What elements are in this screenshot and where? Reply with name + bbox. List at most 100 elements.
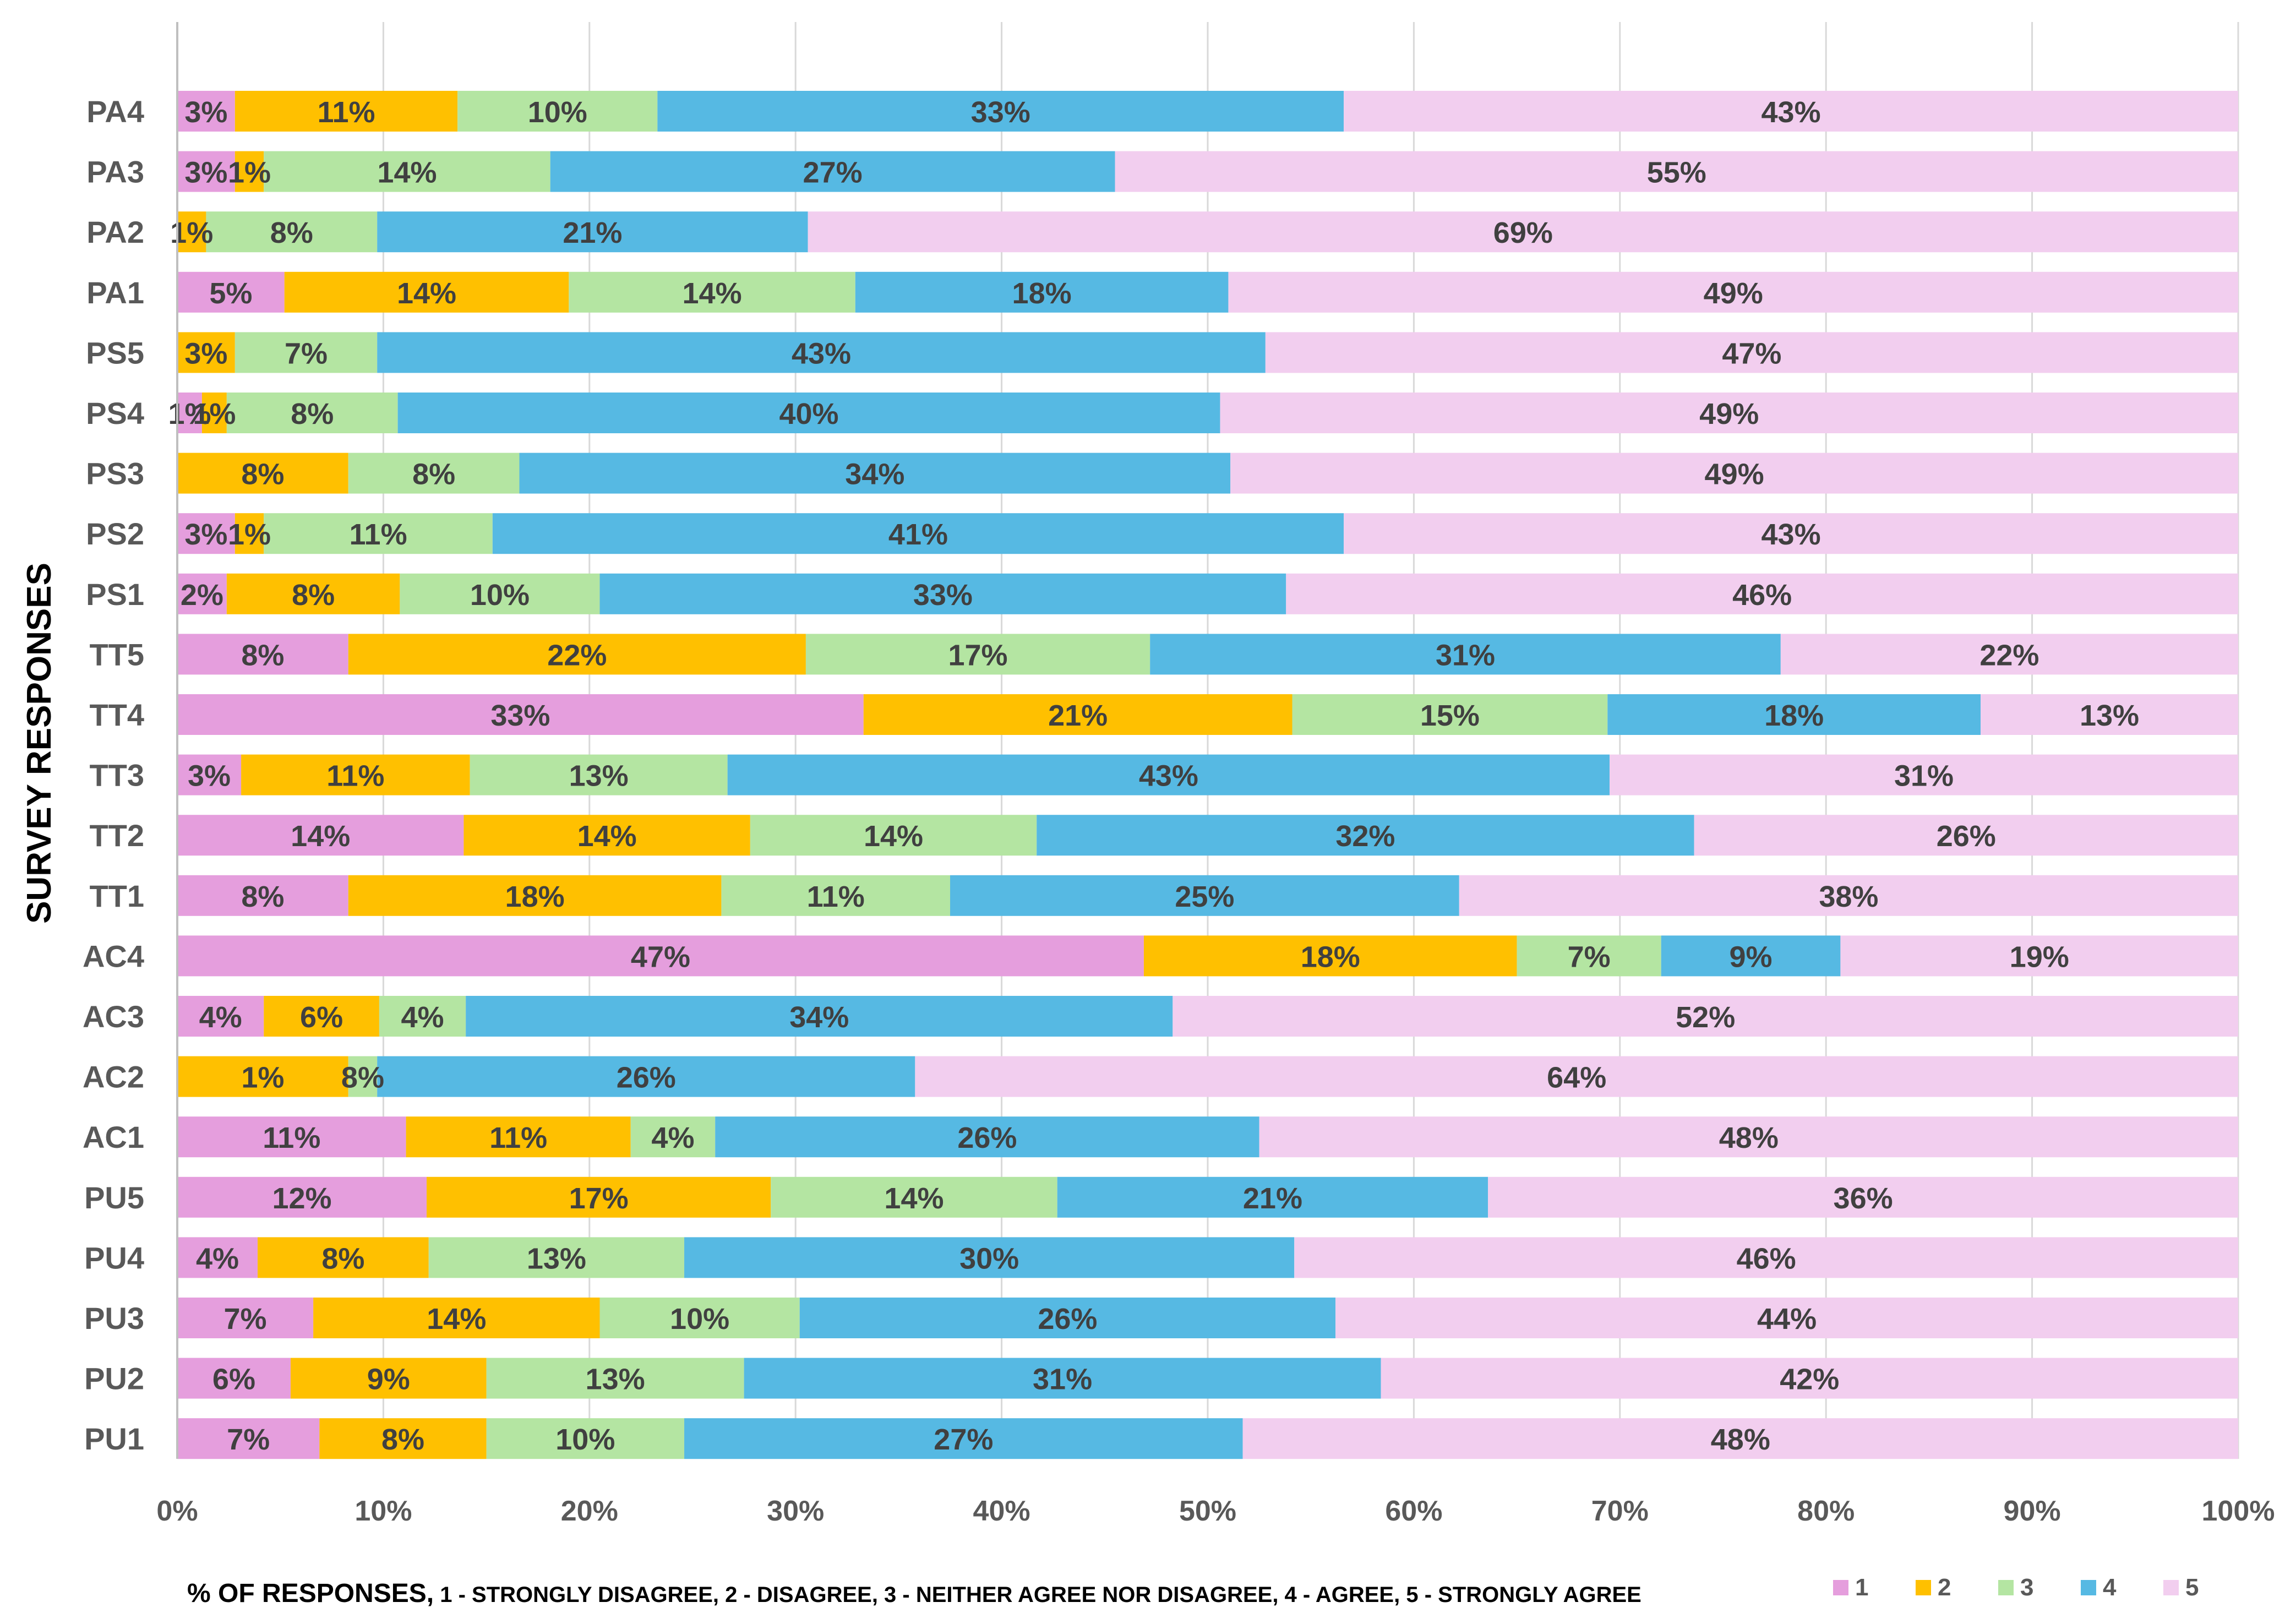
data-label: 22% [1979, 639, 2039, 672]
data-label: 49% [1704, 277, 1763, 310]
data-label: 8% [381, 1423, 424, 1456]
data-label: 18% [1301, 940, 1360, 973]
data-label: 12% [272, 1182, 331, 1215]
bar-segment [206, 211, 378, 253]
data-label: 4% [199, 1001, 242, 1034]
data-label: 21% [1243, 1182, 1302, 1215]
data-labels: 3% 11% 10% 33% 43%3% 1% 14% 27% 55%1% 8% 21% 69%5% 1… [168, 96, 2139, 1456]
data-label: 3% [188, 760, 231, 793]
data-label: 64% [1547, 1061, 1606, 1094]
data-label: 8% [341, 1061, 384, 1094]
data-label: 4% [401, 1001, 444, 1034]
bar-segment [427, 1176, 771, 1218]
bar-segment [177, 1418, 320, 1459]
category-label: PS5 [86, 335, 144, 370]
data-label: 8% [291, 397, 334, 430]
data-label: 11% [326, 760, 384, 793]
x-tick-label: 40% [973, 1495, 1030, 1527]
data-label: 27% [803, 156, 863, 189]
data-label: 11% [349, 518, 407, 551]
data-label: 36% [1834, 1182, 1893, 1215]
bar-segment [463, 815, 750, 856]
bar-segment [1344, 513, 2238, 554]
data-label: 30% [959, 1242, 1019, 1275]
bar-segment [348, 453, 520, 494]
bar-segment [226, 573, 400, 614]
bar-segment [1220, 393, 2238, 433]
data-label: 13% [586, 1363, 645, 1396]
data-label: 19% [2010, 940, 2069, 973]
bar-segment [1115, 151, 2238, 192]
bar-segment [1057, 1176, 1488, 1218]
data-label: 32% [1335, 820, 1395, 853]
data-label: 8% [241, 458, 284, 491]
data-label: 13% [2080, 699, 2139, 732]
bar-segment [1381, 1358, 2238, 1399]
x-tick-label: 70% [1591, 1495, 1649, 1527]
data-label: 10% [528, 96, 587, 129]
data-label: 8% [270, 216, 313, 249]
data-label: 3% [184, 337, 227, 370]
gridlines [382, 22, 2239, 1459]
bar-segment [226, 393, 398, 433]
category-label: PA1 [86, 275, 144, 310]
data-label: 26% [1038, 1303, 1097, 1336]
data-label: 6% [300, 1001, 343, 1034]
x-axis-title-main: % OF RESPONSES, [187, 1579, 434, 1608]
data-label: 47% [1722, 337, 1781, 370]
category-label: AC2 [83, 1060, 144, 1094]
bar-segment [1286, 573, 2238, 614]
bar-segment [771, 1176, 1057, 1218]
bar-segment [808, 211, 2238, 253]
bar-segment [348, 875, 722, 916]
x-tick-label: 60% [1385, 1495, 1442, 1527]
bar-segment [855, 271, 1229, 313]
bar-segment [348, 1056, 378, 1097]
x-tick-label: 10% [355, 1495, 412, 1527]
data-label: 10% [555, 1423, 615, 1456]
data-label: 10% [470, 579, 530, 612]
bar-segment [313, 1298, 600, 1338]
bar-segment [177, 332, 235, 373]
bar-segment [177, 513, 235, 554]
legend-entry: 1 [1855, 1574, 1868, 1601]
category-label: PS4 [86, 396, 144, 430]
bar-segment [177, 271, 285, 313]
bar-segment [1981, 694, 2238, 735]
bar-segment [177, 453, 348, 494]
legend-swatch [1833, 1580, 1848, 1595]
legend-swatch [1916, 1580, 1931, 1595]
data-label: 31% [1436, 639, 1495, 672]
data-label: 21% [1048, 699, 1108, 732]
bar-segment [290, 1358, 487, 1399]
data-label: 11% [807, 880, 865, 913]
bars [177, 91, 2238, 1459]
data-label: 46% [1737, 1242, 1796, 1275]
bar-segment [1694, 815, 2238, 856]
data-label: 40% [779, 397, 838, 430]
bar-segment [234, 332, 378, 373]
legend: 1 2 3 4 5 [1833, 1574, 2199, 1601]
data-label: 1% [228, 518, 271, 551]
data-label: 48% [1719, 1121, 1779, 1154]
bar-segment [177, 935, 1144, 977]
bar-segment [397, 393, 1220, 433]
bar-segment [377, 1056, 915, 1097]
data-label: 8% [321, 1242, 364, 1275]
bar-segment [177, 1116, 406, 1158]
bar-segment [348, 634, 806, 675]
data-label: 14% [427, 1303, 486, 1336]
y-axis-title: SURVEY RESPONSES [20, 563, 58, 924]
bar-segment [1265, 332, 2238, 373]
data-label: 9% [367, 1363, 410, 1396]
legend-swatch [1998, 1580, 2014, 1595]
category-label: TT1 [89, 879, 144, 913]
bar-segment [284, 271, 569, 313]
x-tick-label: 20% [561, 1495, 618, 1527]
legend-entry: 2 [1938, 1574, 1951, 1601]
data-label: 13% [527, 1242, 586, 1275]
data-label: 13% [569, 760, 629, 793]
category-label: TT5 [89, 637, 144, 672]
bar-segment [715, 1116, 1259, 1158]
data-label: 44% [1757, 1303, 1817, 1336]
